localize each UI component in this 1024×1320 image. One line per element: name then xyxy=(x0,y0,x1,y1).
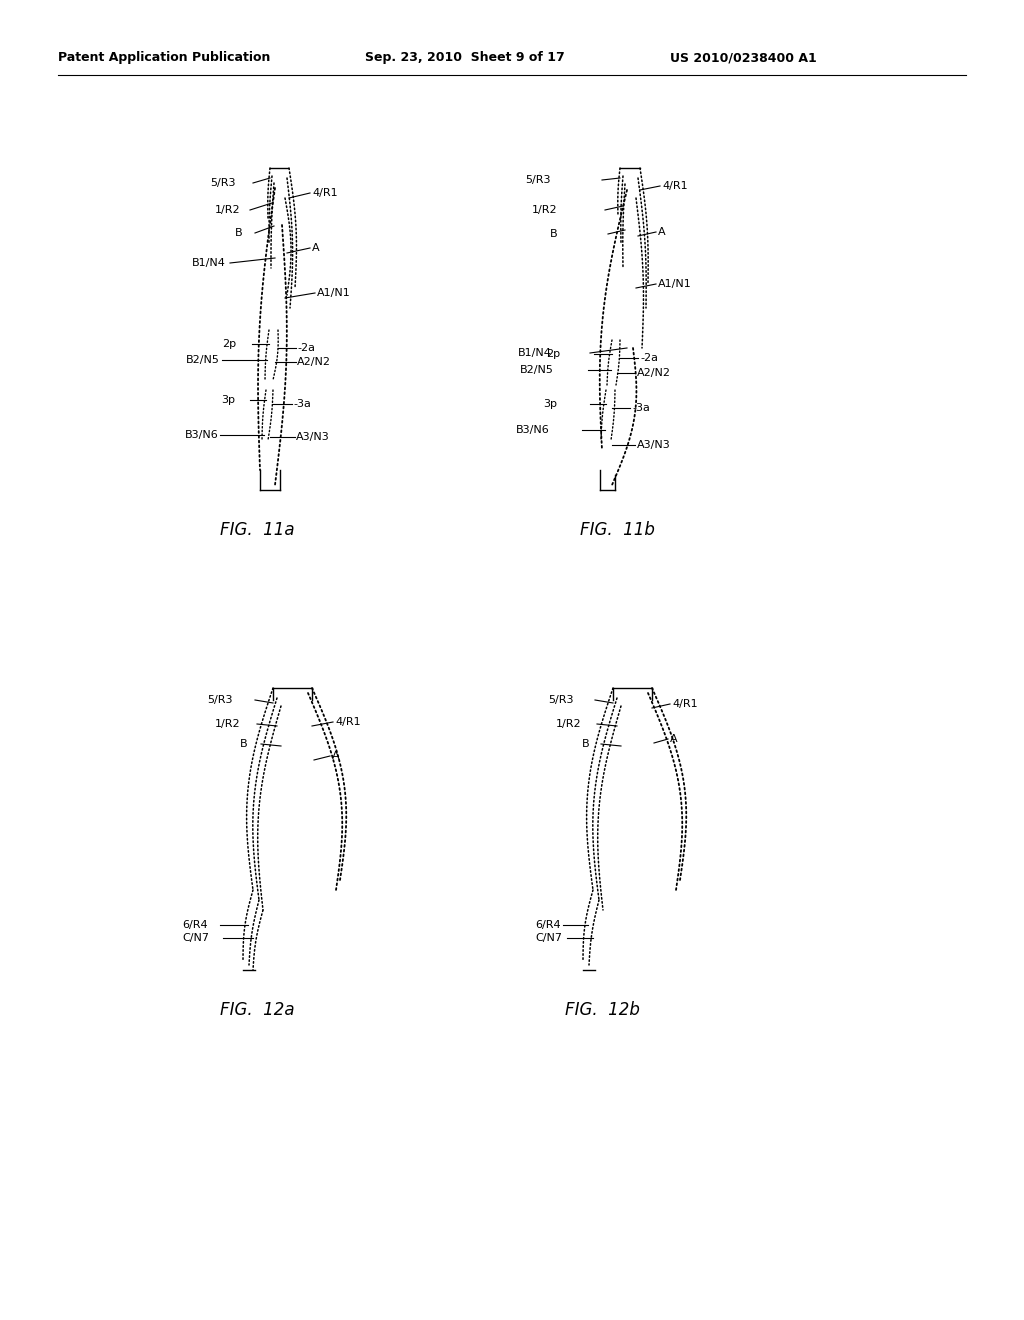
Text: A: A xyxy=(312,243,319,253)
Text: A1/N1: A1/N1 xyxy=(658,279,692,289)
Text: Patent Application Publication: Patent Application Publication xyxy=(58,51,270,65)
Text: 5/R3: 5/R3 xyxy=(548,696,573,705)
Text: B3/N6: B3/N6 xyxy=(185,430,219,440)
Text: 4/R1: 4/R1 xyxy=(335,717,360,727)
Text: B: B xyxy=(240,739,248,748)
Text: B: B xyxy=(582,739,590,748)
Text: B: B xyxy=(550,228,558,239)
Text: 2p: 2p xyxy=(222,339,236,348)
Text: B2/N5: B2/N5 xyxy=(186,355,220,366)
Text: B: B xyxy=(234,228,243,238)
Text: FIG.  11b: FIG. 11b xyxy=(580,521,655,539)
Text: 4/R1: 4/R1 xyxy=(312,187,338,198)
Text: 4/R1: 4/R1 xyxy=(662,181,688,191)
Text: A2/N2: A2/N2 xyxy=(637,368,671,378)
Text: B3/N6: B3/N6 xyxy=(516,425,550,436)
Text: FIG.  12a: FIG. 12a xyxy=(220,1001,295,1019)
Text: A: A xyxy=(332,751,340,762)
Text: C/N7: C/N7 xyxy=(182,933,209,942)
Text: A2/N2: A2/N2 xyxy=(297,356,331,367)
Text: A1/N1: A1/N1 xyxy=(317,288,351,298)
Text: B2/N5: B2/N5 xyxy=(520,366,554,375)
Text: A3/N3: A3/N3 xyxy=(637,440,671,450)
Text: C/N7: C/N7 xyxy=(535,933,562,942)
Text: 5/R3: 5/R3 xyxy=(210,178,236,187)
Text: A: A xyxy=(670,734,678,744)
Text: -3a: -3a xyxy=(293,399,311,409)
Text: A: A xyxy=(658,227,666,238)
Text: 1/R2: 1/R2 xyxy=(556,719,582,729)
Text: FIG.  11a: FIG. 11a xyxy=(220,521,295,539)
Text: 1/R2: 1/R2 xyxy=(532,205,558,215)
Text: US 2010/0238400 A1: US 2010/0238400 A1 xyxy=(670,51,817,65)
Text: B1/N4: B1/N4 xyxy=(518,348,552,358)
Text: 5/R3: 5/R3 xyxy=(207,696,232,705)
Text: -3a: -3a xyxy=(632,403,650,413)
Text: 1/R2: 1/R2 xyxy=(215,205,241,215)
Text: B1/N4: B1/N4 xyxy=(193,257,226,268)
Text: 4/R1: 4/R1 xyxy=(672,700,697,709)
Text: 3p: 3p xyxy=(543,399,557,409)
Text: 2p: 2p xyxy=(546,348,560,359)
Text: -2a: -2a xyxy=(297,343,315,352)
Text: 6/R4: 6/R4 xyxy=(535,920,560,931)
Text: FIG.  12b: FIG. 12b xyxy=(565,1001,640,1019)
Text: Sep. 23, 2010  Sheet 9 of 17: Sep. 23, 2010 Sheet 9 of 17 xyxy=(365,51,565,65)
Text: 1/R2: 1/R2 xyxy=(215,719,241,729)
Text: -2a: -2a xyxy=(640,352,658,363)
Text: 3p: 3p xyxy=(221,395,234,405)
Text: 6/R4: 6/R4 xyxy=(182,920,208,931)
Text: 5/R3: 5/R3 xyxy=(525,176,551,185)
Text: A3/N3: A3/N3 xyxy=(296,432,330,442)
